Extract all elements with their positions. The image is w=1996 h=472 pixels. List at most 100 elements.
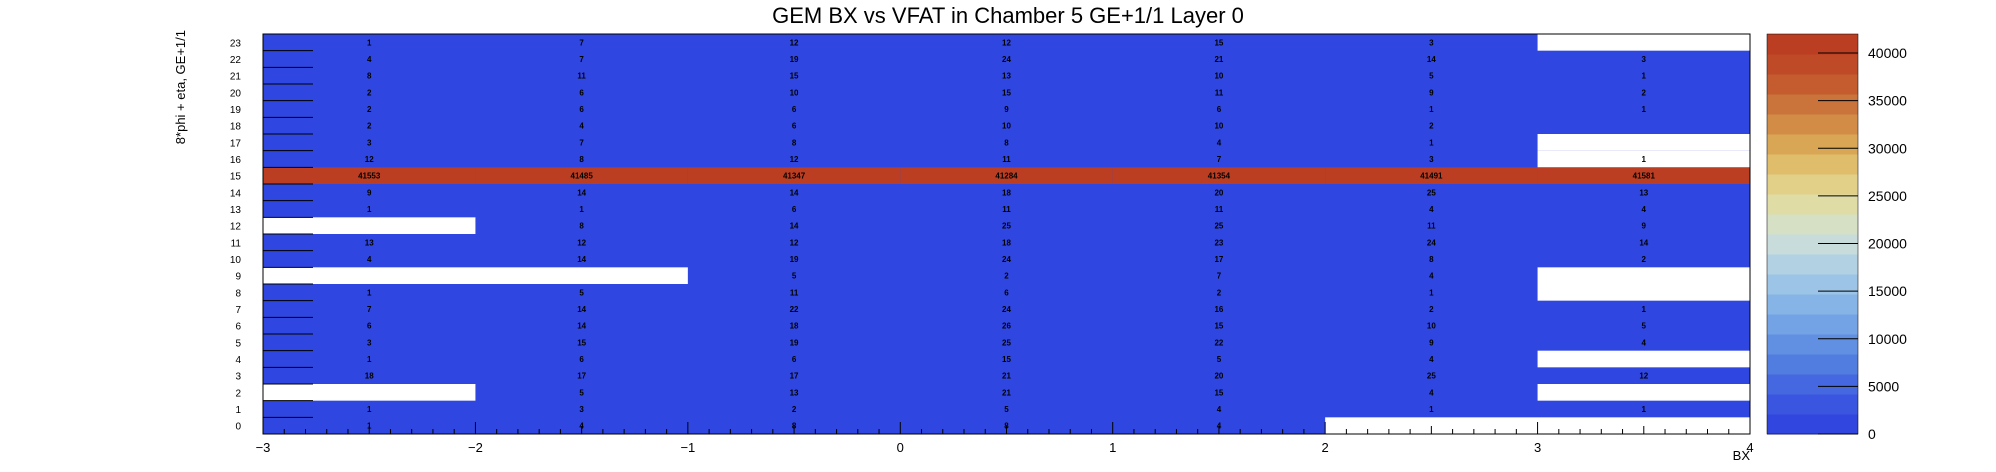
empty-bin bbox=[1537, 150, 1750, 168]
colorbar-tick-label: 20000 bbox=[1868, 236, 1907, 252]
cell-value-label: 12 bbox=[1639, 372, 1648, 381]
y-tick-label: 12 bbox=[230, 222, 242, 233]
y-tick-label: 17 bbox=[230, 138, 242, 149]
cell-value-label: 21 bbox=[1002, 388, 1011, 397]
y-tick-label: 16 bbox=[230, 155, 242, 166]
cell-value-label: 10 bbox=[1214, 122, 1223, 131]
cell-value-label: 11 bbox=[577, 72, 586, 81]
cell-value-label: 22 bbox=[790, 305, 799, 314]
y-tick-label: 21 bbox=[230, 72, 242, 83]
cell-value-label: 1 bbox=[367, 405, 372, 414]
empty-bin bbox=[263, 217, 476, 234]
heatmap-cell bbox=[1112, 167, 1326, 184]
cell-value-label: 19 bbox=[790, 55, 799, 64]
cell-value-label: 41553 bbox=[358, 172, 381, 181]
plot-area: 1488413254115132115418171721202512166155… bbox=[263, 34, 1750, 434]
cell-value-label: 5 bbox=[792, 272, 797, 281]
cell-value-label: 21 bbox=[1002, 372, 1011, 381]
cell-value-label: 5 bbox=[1217, 355, 1222, 364]
y-tick-label: 5 bbox=[235, 338, 241, 349]
cell-value-label: 1 bbox=[367, 355, 372, 364]
cell-value-label: 12 bbox=[1002, 38, 1011, 47]
y-tick-label: 14 bbox=[230, 188, 242, 199]
colorbar-tick-label: 25000 bbox=[1868, 188, 1907, 204]
y-tick-label: 11 bbox=[231, 238, 242, 249]
cell-value-label: 16 bbox=[1214, 305, 1223, 314]
y-axis-label: 8*phi + eta, GE+1/1 bbox=[173, 30, 188, 144]
colorbar-segment bbox=[1767, 74, 1858, 95]
cell-value-label: 24 bbox=[1002, 305, 1011, 314]
empty-bin bbox=[1537, 384, 1750, 401]
cell-value-label: 12 bbox=[365, 155, 374, 164]
cell-value-label: 7 bbox=[1217, 272, 1222, 281]
cell-value-label: 18 bbox=[1002, 188, 1011, 197]
cell-value-label: 3 bbox=[1429, 38, 1434, 47]
colorbar-segment bbox=[1767, 94, 1858, 115]
empty-bin bbox=[1537, 350, 1750, 368]
cell-value-label: 25 bbox=[1002, 222, 1011, 231]
cell-value-label: 1 bbox=[579, 205, 584, 214]
cell-value-label: 4 bbox=[1642, 205, 1647, 214]
x-tick-label: −1 bbox=[680, 440, 695, 455]
y-tick-label: 3 bbox=[235, 372, 241, 383]
cell-value-label: 6 bbox=[579, 355, 584, 364]
cell-value-label: 6 bbox=[579, 105, 584, 114]
colorbar-segment bbox=[1767, 234, 1858, 255]
cell-value-label: 12 bbox=[790, 238, 799, 247]
colorbar-segment bbox=[1767, 274, 1858, 295]
cell-value-label: 2 bbox=[367, 122, 372, 131]
cell-value-label: 41347 bbox=[783, 172, 806, 181]
cell-value-label: 2 bbox=[367, 88, 372, 97]
cell-value-label: 6 bbox=[792, 105, 797, 114]
heatmap-cell bbox=[1325, 167, 1538, 184]
colorbar-segment bbox=[1767, 254, 1858, 275]
cell-value-label: 4 bbox=[1429, 272, 1434, 281]
cell-value-label: 7 bbox=[579, 138, 584, 147]
colorbar-tick-label: 35000 bbox=[1868, 93, 1907, 109]
cell-value-label: 18 bbox=[1002, 238, 1011, 247]
x-tick-label: 3 bbox=[1534, 440, 1541, 455]
cell-value-label: 4 bbox=[367, 55, 372, 64]
cell-value-label: 14 bbox=[577, 188, 586, 197]
cell-value-label: 6 bbox=[792, 205, 797, 214]
cell-value-label: 24 bbox=[1002, 55, 1011, 64]
cell-value-label: 9 bbox=[1004, 105, 1009, 114]
heatmap-cell bbox=[263, 167, 476, 184]
cell-value-label: 3 bbox=[579, 405, 584, 414]
empty-bin bbox=[1537, 134, 1750, 151]
cell-value-label: 1 bbox=[1642, 405, 1647, 414]
colorbar-tick-label: 5000 bbox=[1868, 378, 1899, 394]
colorbar-segment bbox=[1767, 314, 1858, 335]
cell-value-label: 25 bbox=[1427, 188, 1436, 197]
y-tick-label: 20 bbox=[230, 88, 242, 99]
colorbar-segment bbox=[1767, 54, 1858, 75]
cell-value-label: 5 bbox=[1642, 322, 1647, 331]
cell-value-label: 8 bbox=[579, 222, 584, 231]
cell-value-label: 5 bbox=[579, 388, 584, 397]
cell-value-label: 11 bbox=[1427, 222, 1436, 231]
empty-bin bbox=[1537, 267, 1750, 284]
cell-value-label: 13 bbox=[790, 388, 799, 397]
empty-bin bbox=[263, 384, 476, 401]
x-tick-label: 0 bbox=[897, 440, 904, 455]
colorbar-segment bbox=[1767, 194, 1858, 215]
cell-value-label: 1 bbox=[1429, 138, 1434, 147]
heatmap-cell bbox=[687, 167, 901, 184]
colorbar: 0 5000 10000 15000 20000 25000 30000 35000 40000 bbox=[1766, 33, 1907, 442]
empty-bin bbox=[1537, 284, 1750, 301]
cell-value-label: 10 bbox=[790, 88, 799, 97]
colorbar-segment bbox=[1767, 214, 1858, 235]
cell-value-label: 41284 bbox=[995, 172, 1018, 181]
colorbar-tick-label: 30000 bbox=[1868, 140, 1907, 156]
cell-value-label: 3 bbox=[1429, 155, 1434, 164]
y-tick-label: 7 bbox=[235, 305, 241, 316]
heatmap-cell bbox=[1537, 167, 1750, 184]
cell-value-label: 6 bbox=[792, 122, 797, 131]
cell-value-label: 13 bbox=[365, 238, 374, 247]
y-tick-label: 0 bbox=[235, 422, 241, 433]
cell-value-label: 2 bbox=[367, 105, 372, 114]
colorbar-tick-label: 0 bbox=[1868, 426, 1876, 442]
heatmap-cell bbox=[900, 167, 1113, 184]
cell-value-label: 12 bbox=[790, 155, 799, 164]
cell-value-label: 5 bbox=[1004, 405, 1009, 414]
